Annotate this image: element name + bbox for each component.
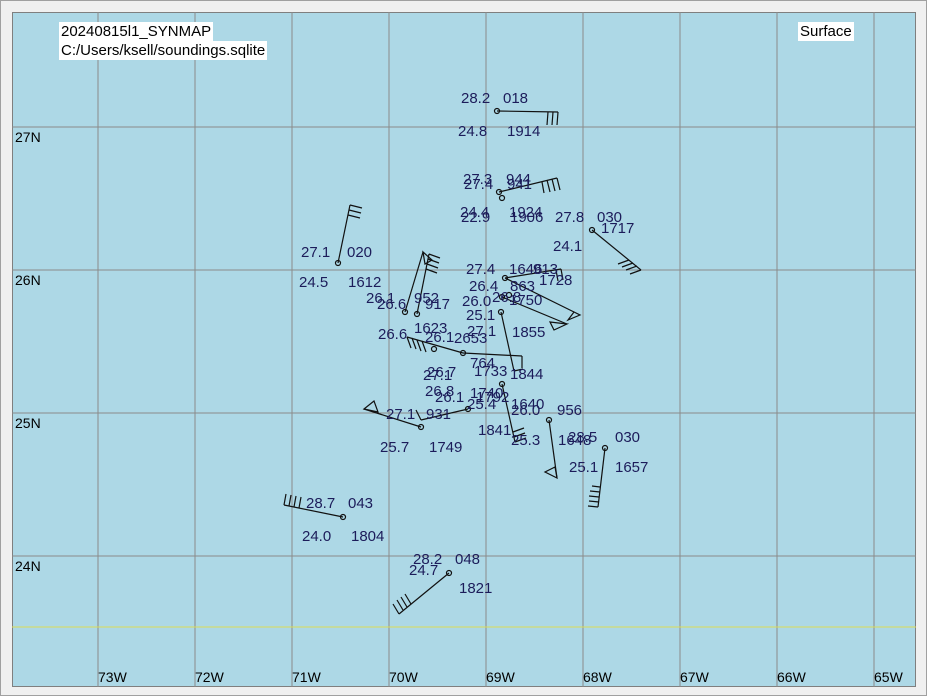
station-time: 1914 xyxy=(507,123,540,140)
station-plots: 28.2 018 24.8 1914 27.3 944 24.4 1924 27… xyxy=(299,90,648,597)
station-time: 1855 xyxy=(512,324,545,341)
station-dewpoint: 24.5 xyxy=(299,274,328,291)
station-pressure: 944 xyxy=(506,171,531,188)
station-pressure: 043 xyxy=(348,495,373,512)
lon-label: 71W xyxy=(292,669,321,685)
station-time: 1841 xyxy=(478,422,511,439)
station-time: 1612 xyxy=(348,274,381,291)
station-dewpoint: 24.4 xyxy=(460,204,489,221)
lat-label: 26N xyxy=(15,272,41,288)
grid-lines xyxy=(12,12,916,687)
station-time: 1640 xyxy=(511,396,544,413)
station-pressure: 020 xyxy=(347,244,372,261)
wind-barbs xyxy=(283,107,642,615)
lon-label: 72W xyxy=(195,669,224,685)
station-time: 1906 xyxy=(510,209,543,226)
run-title: 20240815l1_SYNMAP xyxy=(59,22,214,41)
station-time: 1749 xyxy=(429,439,462,456)
station-pressure: 931 xyxy=(426,406,451,423)
lat-label: 25N xyxy=(15,415,41,431)
lon-label: 65W xyxy=(874,669,903,685)
station-dewpoint: 24.0 xyxy=(302,528,331,545)
station-time: 1717 xyxy=(601,220,634,237)
cluster-label: 1646 xyxy=(509,261,542,278)
station-pressure: 913 xyxy=(533,261,558,278)
cluster-label: 26.0 xyxy=(462,293,491,310)
cluster-label: 27.1 xyxy=(423,367,452,384)
station-temp: 27.1 xyxy=(301,244,330,261)
station-temp: 28.2 xyxy=(461,90,490,107)
station-temp: 26.1 xyxy=(366,290,395,307)
cluster-label: 764 xyxy=(470,355,495,372)
station-time: 1924 xyxy=(509,204,542,221)
station-pressure: 1740 xyxy=(470,385,503,402)
station-temp: 28.7 xyxy=(306,495,335,512)
station-time: 917 xyxy=(425,296,450,313)
cluster-label: 26.1 xyxy=(425,329,454,346)
cluster-label: 27.1 xyxy=(467,323,496,340)
station-temp: 27.8 xyxy=(555,209,584,226)
lon-label: 67W xyxy=(680,669,709,685)
station-pressure: 048 xyxy=(455,551,480,568)
cluster-label: 1648 xyxy=(558,432,591,449)
cluster-label: 1733 xyxy=(474,363,507,380)
station-temp: 27.3 xyxy=(463,171,492,188)
station-temp: 26.6 xyxy=(378,326,407,343)
cluster-label: 1792 xyxy=(476,389,509,406)
station-dewpoint: 25.7 xyxy=(380,439,409,456)
map-background xyxy=(12,12,916,687)
station-time: 1728 xyxy=(539,272,572,289)
cluster-label: 1750 xyxy=(509,292,542,309)
station-temp: 28.5 xyxy=(568,429,597,446)
station-dewpoint: 25.1 xyxy=(569,459,598,476)
lon-label: 73W xyxy=(98,669,127,685)
station-dewpoint: 24.1 xyxy=(553,238,582,255)
cluster-label: 26.8 xyxy=(492,289,521,306)
lat-label: 27N xyxy=(15,129,41,145)
station-dewpoint: 22.9 xyxy=(461,209,490,226)
station-pressure: 956 xyxy=(557,402,582,419)
station-pressure: 030 xyxy=(597,209,622,226)
lat-label: 24N xyxy=(15,558,41,574)
cluster-label: 863 xyxy=(510,278,535,295)
station-pressure: 018 xyxy=(503,90,528,107)
station-temp: 26.0 xyxy=(511,402,540,419)
station-time: 1804 xyxy=(351,528,384,545)
lon-label: 68W xyxy=(583,669,612,685)
station-temp: 28.2 xyxy=(413,551,442,568)
level-label: Surface xyxy=(798,22,854,41)
cluster-label: 25.4 xyxy=(467,396,496,413)
cluster-label: 2653 xyxy=(454,330,487,347)
lon-label: 66W xyxy=(777,669,806,685)
station-dewpoint: 24.8 xyxy=(458,123,487,140)
cluster-label: 1844 xyxy=(510,366,543,383)
station-temp: 27.1 xyxy=(386,406,415,423)
station-time: 1821 xyxy=(459,580,492,597)
station-pressure: 952 xyxy=(414,290,439,307)
cluster-label: 26.7 xyxy=(427,364,456,381)
station-time: 1657 xyxy=(615,459,648,476)
station-pressure: 941 xyxy=(507,176,532,193)
station-dewpoint: 26.4 xyxy=(469,278,498,295)
station-dewpoint: 24.7 xyxy=(409,562,438,579)
station-dewpoint: 25.1 xyxy=(466,307,495,324)
station-pressure: 1623 xyxy=(414,320,447,337)
station-pressure: 030 xyxy=(615,429,640,446)
lon-label: 69W xyxy=(486,669,515,685)
station-temp: 27.4 xyxy=(466,261,495,278)
station-temp: 26.8 xyxy=(425,383,454,400)
station-dewpoint: 25.3 xyxy=(511,432,540,449)
station-dewpoint: 26.1 xyxy=(435,389,464,406)
lon-label: 70W xyxy=(389,669,418,685)
data-source: C:/Users/ksell/soundings.sqlite xyxy=(59,41,268,60)
synoptic-map[interactable]: 28.2 018 24.8 1914 27.3 944 24.4 1924 27… xyxy=(12,12,916,687)
station-temp: 27.4 xyxy=(464,176,493,193)
station-dewpoint: 26.6 xyxy=(377,296,406,313)
